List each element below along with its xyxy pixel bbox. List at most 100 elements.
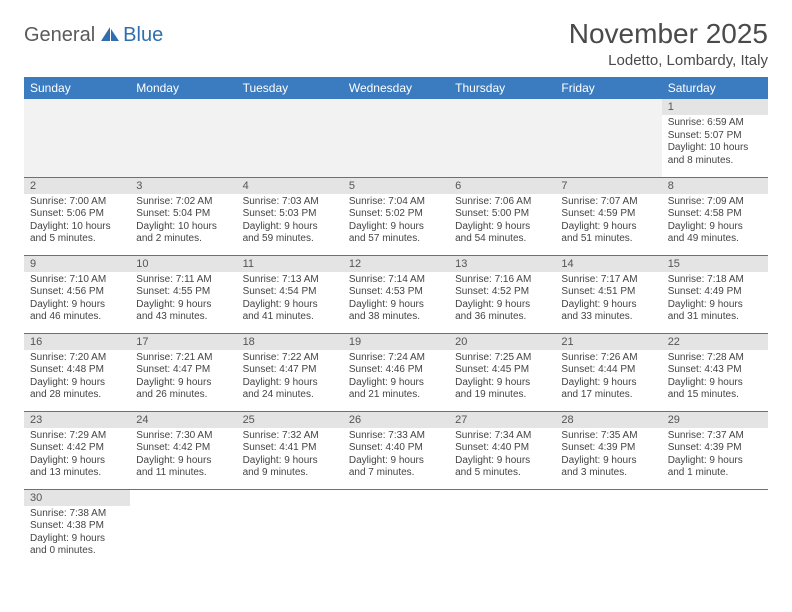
daylight-line: Daylight: 9 hours and 38 minutes. <box>349 299 443 324</box>
calendar-day: 10Sunrise: 7:11 AMSunset: 4:55 PMDayligh… <box>130 255 236 333</box>
calendar-row: 1Sunrise: 6:59 AMSunset: 5:07 PMDaylight… <box>24 99 768 177</box>
daylight-line: Daylight: 9 hours and 11 minutes. <box>136 455 230 480</box>
sunrise-line: Sunrise: 7:10 AM <box>30 274 124 287</box>
calendar-day: 20Sunrise: 7:25 AMSunset: 4:45 PMDayligh… <box>449 333 555 411</box>
daylight-line: Daylight: 9 hours and 5 minutes. <box>455 455 549 480</box>
calendar-day: 5Sunrise: 7:04 AMSunset: 5:02 PMDaylight… <box>343 177 449 255</box>
calendar-day: 2Sunrise: 7:00 AMSunset: 5:06 PMDaylight… <box>24 177 130 255</box>
daylight-line: Daylight: 9 hours and 26 minutes. <box>136 377 230 402</box>
daylight-line: Daylight: 9 hours and 15 minutes. <box>668 377 762 402</box>
day-content: Sunrise: 7:28 AMSunset: 4:43 PMDaylight:… <box>662 350 768 406</box>
sunset-line: Sunset: 4:53 PM <box>349 286 443 299</box>
sunrise-line: Sunrise: 7:07 AM <box>561 196 655 209</box>
calendar-day: 25Sunrise: 7:32 AMSunset: 4:41 PMDayligh… <box>237 411 343 489</box>
day-number: 16 <box>24 334 130 350</box>
calendar-empty-cell <box>449 99 555 177</box>
sunset-line: Sunset: 4:44 PM <box>561 364 655 377</box>
day-number: 18 <box>237 334 343 350</box>
calendar-day: 29Sunrise: 7:37 AMSunset: 4:39 PMDayligh… <box>662 411 768 489</box>
weekday-header: Saturday <box>662 77 768 99</box>
day-content: Sunrise: 7:17 AMSunset: 4:51 PMDaylight:… <box>555 272 661 328</box>
day-content: Sunrise: 7:04 AMSunset: 5:02 PMDaylight:… <box>343 194 449 250</box>
daylight-line: Daylight: 9 hours and 21 minutes. <box>349 377 443 402</box>
sunset-line: Sunset: 4:39 PM <box>668 442 762 455</box>
day-content: Sunrise: 7:30 AMSunset: 4:42 PMDaylight:… <box>130 428 236 484</box>
day-content: Sunrise: 7:24 AMSunset: 4:46 PMDaylight:… <box>343 350 449 406</box>
calendar-row: 2Sunrise: 7:00 AMSunset: 5:06 PMDaylight… <box>24 177 768 255</box>
calendar-table: SundayMondayTuesdayWednesdayThursdayFrid… <box>24 77 768 567</box>
day-content: Sunrise: 7:21 AMSunset: 4:47 PMDaylight:… <box>130 350 236 406</box>
sunset-line: Sunset: 4:55 PM <box>136 286 230 299</box>
calendar-day: 11Sunrise: 7:13 AMSunset: 4:54 PMDayligh… <box>237 255 343 333</box>
calendar-day: 14Sunrise: 7:17 AMSunset: 4:51 PMDayligh… <box>555 255 661 333</box>
weekday-header: Sunday <box>24 77 130 99</box>
calendar-empty-cell <box>237 489 343 567</box>
day-content: Sunrise: 7:32 AMSunset: 4:41 PMDaylight:… <box>237 428 343 484</box>
day-content: Sunrise: 7:10 AMSunset: 4:56 PMDaylight:… <box>24 272 130 328</box>
calendar-day: 28Sunrise: 7:35 AMSunset: 4:39 PMDayligh… <box>555 411 661 489</box>
sail-icon <box>99 25 121 46</box>
calendar-day: 16Sunrise: 7:20 AMSunset: 4:48 PMDayligh… <box>24 333 130 411</box>
sunset-line: Sunset: 4:43 PM <box>668 364 762 377</box>
day-number: 24 <box>130 412 236 428</box>
day-number: 4 <box>237 178 343 194</box>
calendar-body: 1Sunrise: 6:59 AMSunset: 5:07 PMDaylight… <box>24 99 768 567</box>
day-number: 19 <box>343 334 449 350</box>
daylight-line: Daylight: 9 hours and 57 minutes. <box>349 221 443 246</box>
daylight-line: Daylight: 9 hours and 28 minutes. <box>30 377 124 402</box>
calendar-row: 30Sunrise: 7:38 AMSunset: 4:38 PMDayligh… <box>24 489 768 567</box>
sunrise-line: Sunrise: 7:26 AM <box>561 352 655 365</box>
calendar-empty-cell <box>237 99 343 177</box>
calendar-empty-cell <box>343 489 449 567</box>
weekday-header-row: SundayMondayTuesdayWednesdayThursdayFrid… <box>24 77 768 99</box>
daylight-line: Daylight: 9 hours and 46 minutes. <box>30 299 124 324</box>
day-content: Sunrise: 7:18 AMSunset: 4:49 PMDaylight:… <box>662 272 768 328</box>
sunset-line: Sunset: 4:41 PM <box>243 442 337 455</box>
day-content: Sunrise: 7:00 AMSunset: 5:06 PMDaylight:… <box>24 194 130 250</box>
day-number: 12 <box>343 256 449 272</box>
sunset-line: Sunset: 4:54 PM <box>243 286 337 299</box>
day-number: 21 <box>555 334 661 350</box>
day-content: Sunrise: 7:11 AMSunset: 4:55 PMDaylight:… <box>130 272 236 328</box>
day-number: 3 <box>130 178 236 194</box>
day-number: 30 <box>24 490 130 506</box>
day-content: Sunrise: 7:09 AMSunset: 4:58 PMDaylight:… <box>662 194 768 250</box>
sunset-line: Sunset: 4:42 PM <box>136 442 230 455</box>
sunrise-line: Sunrise: 7:02 AM <box>136 196 230 209</box>
calendar-day: 6Sunrise: 7:06 AMSunset: 5:00 PMDaylight… <box>449 177 555 255</box>
day-number: 11 <box>237 256 343 272</box>
day-content: Sunrise: 7:03 AMSunset: 5:03 PMDaylight:… <box>237 194 343 250</box>
daylight-line: Daylight: 9 hours and 41 minutes. <box>243 299 337 324</box>
daylight-line: Daylight: 9 hours and 24 minutes. <box>243 377 337 402</box>
day-content: Sunrise: 7:26 AMSunset: 4:44 PMDaylight:… <box>555 350 661 406</box>
sunset-line: Sunset: 4:51 PM <box>561 286 655 299</box>
sunset-line: Sunset: 4:39 PM <box>561 442 655 455</box>
location-subtitle: Lodetto, Lombardy, Italy <box>569 52 768 69</box>
weekday-header: Monday <box>130 77 236 99</box>
day-number: 14 <box>555 256 661 272</box>
day-content: Sunrise: 7:16 AMSunset: 4:52 PMDaylight:… <box>449 272 555 328</box>
calendar-day: 4Sunrise: 7:03 AMSunset: 5:03 PMDaylight… <box>237 177 343 255</box>
day-number: 29 <box>662 412 768 428</box>
day-content: Sunrise: 7:06 AMSunset: 5:00 PMDaylight:… <box>449 194 555 250</box>
weekday-header: Tuesday <box>237 77 343 99</box>
daylight-line: Daylight: 9 hours and 36 minutes. <box>455 299 549 324</box>
calendar-day: 23Sunrise: 7:29 AMSunset: 4:42 PMDayligh… <box>24 411 130 489</box>
calendar-day: 26Sunrise: 7:33 AMSunset: 4:40 PMDayligh… <box>343 411 449 489</box>
weekday-header: Friday <box>555 77 661 99</box>
sunset-line: Sunset: 4:48 PM <box>30 364 124 377</box>
logo: General Blue <box>24 24 163 47</box>
day-number: 8 <box>662 178 768 194</box>
sunset-line: Sunset: 5:07 PM <box>668 130 762 143</box>
sunrise-line: Sunrise: 7:22 AM <box>243 352 337 365</box>
daylight-line: Daylight: 9 hours and 3 minutes. <box>561 455 655 480</box>
sunset-line: Sunset: 4:47 PM <box>243 364 337 377</box>
sunset-line: Sunset: 4:40 PM <box>455 442 549 455</box>
calendar-empty-cell <box>449 489 555 567</box>
daylight-line: Daylight: 9 hours and 19 minutes. <box>455 377 549 402</box>
sunrise-line: Sunrise: 7:29 AM <box>30 430 124 443</box>
sunrise-line: Sunrise: 7:17 AM <box>561 274 655 287</box>
daylight-line: Daylight: 9 hours and 33 minutes. <box>561 299 655 324</box>
calendar-day: 27Sunrise: 7:34 AMSunset: 4:40 PMDayligh… <box>449 411 555 489</box>
sunrise-line: Sunrise: 7:32 AM <box>243 430 337 443</box>
